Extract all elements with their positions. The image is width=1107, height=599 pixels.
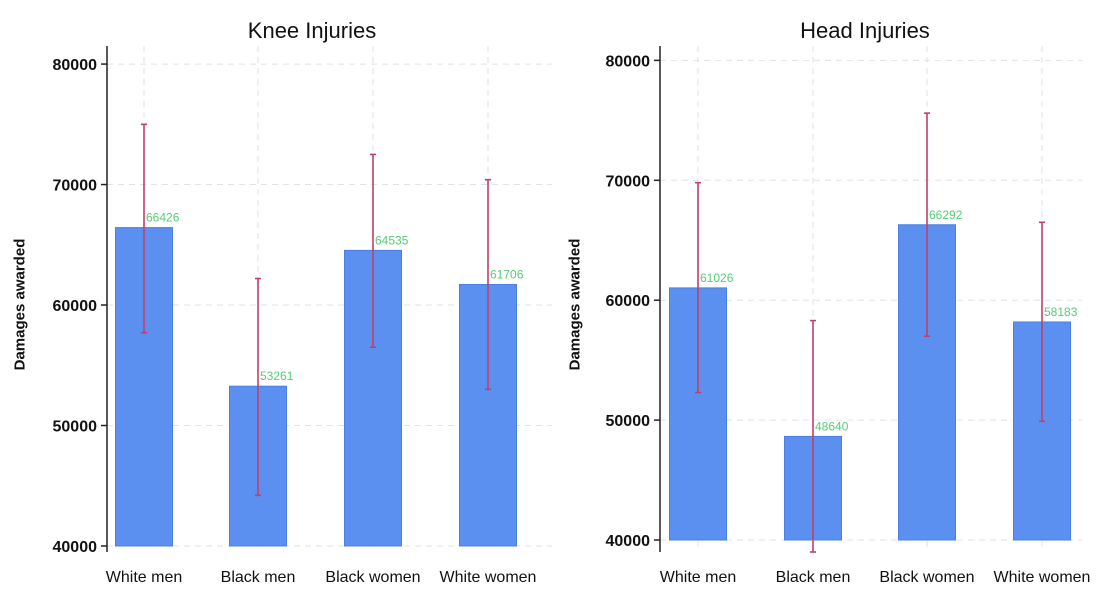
y-tick-label: 80000 xyxy=(53,57,98,74)
data-label: 61706 xyxy=(490,267,524,281)
y-tick-label: 50000 xyxy=(606,413,651,430)
data-label: 61026 xyxy=(700,271,734,285)
head-injuries-plot: 40000 50000 60000 70000 80000 61026 White men 4… xyxy=(606,46,1091,586)
x-tick-label: Black men xyxy=(221,569,296,586)
x-tick-label: White women xyxy=(994,569,1091,586)
x-tick-label: Black women xyxy=(879,569,974,586)
x-tick-label: Black men xyxy=(776,569,851,586)
chart-title: Head Injuries xyxy=(800,18,930,43)
x-tick-label: White men xyxy=(660,569,736,586)
data-label: 64535 xyxy=(375,233,409,247)
data-label: 66426 xyxy=(146,211,180,225)
data-label: 53261 xyxy=(260,369,294,383)
x-tick-label: White men xyxy=(106,569,182,586)
y-tick-label: 50000 xyxy=(53,419,98,436)
y-tick-label: 60000 xyxy=(606,293,651,310)
knee-injuries-plot: 40000 50000 60000 70000 80000 66426 White men 5… xyxy=(53,46,552,586)
knee-injuries-chart: Knee Injuries Damages awarded 40000 50000… xyxy=(0,0,553,599)
y-tick-label: 70000 xyxy=(606,173,651,190)
data-label: 66292 xyxy=(929,208,963,222)
y-tick-label: 80000 xyxy=(606,53,651,70)
x-tick-label: White women xyxy=(440,569,537,586)
data-label: 48640 xyxy=(815,419,849,433)
y-tick-label: 60000 xyxy=(53,298,98,315)
y-tick-label: 40000 xyxy=(606,533,651,550)
data-label: 58183 xyxy=(1044,305,1078,319)
chart-title: Knee Injuries xyxy=(247,18,377,43)
x-tick-label: Black women xyxy=(325,569,420,586)
y-tick-label: 40000 xyxy=(53,539,98,556)
y-tick-label: 70000 xyxy=(53,178,98,195)
head-injuries-chart: Head Injuries Damages awarded 40000 50000… xyxy=(553,0,1107,599)
